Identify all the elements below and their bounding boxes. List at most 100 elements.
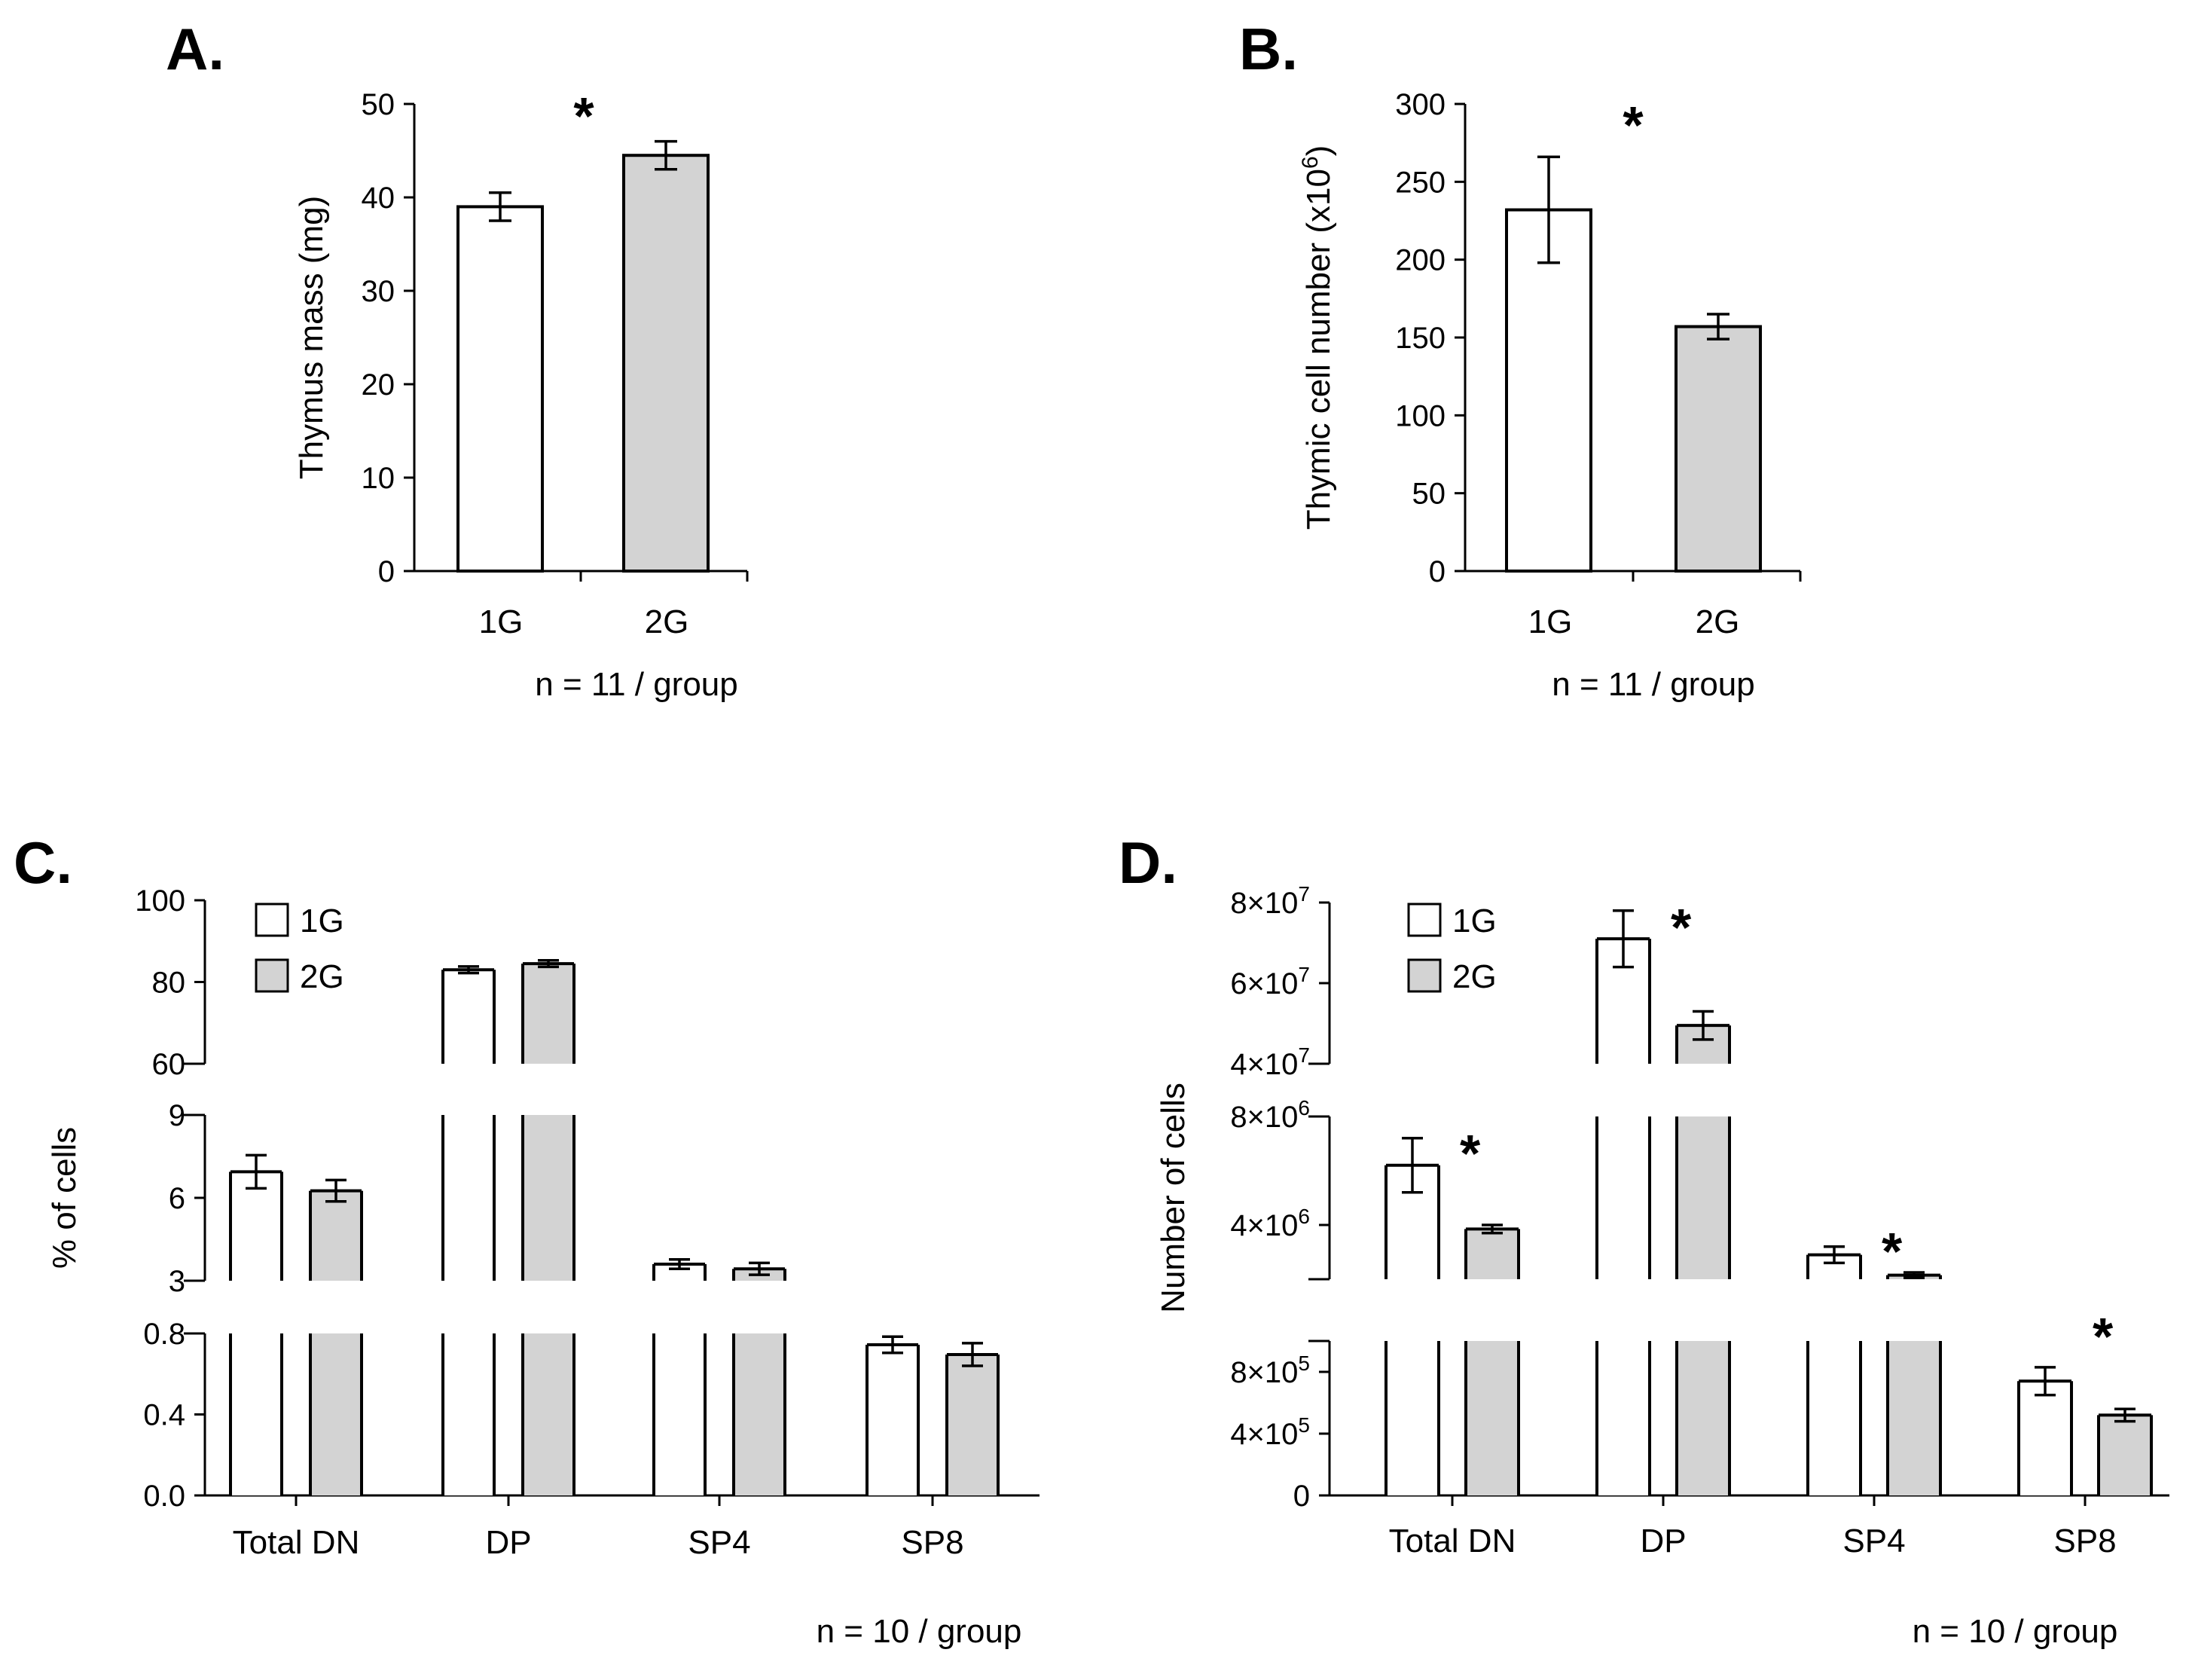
panel-a-cat-1g: 1G bbox=[479, 603, 524, 640]
panel-b-cat-2g: 2G bbox=[1696, 603, 1740, 640]
panel-b-ytick-label: 150 bbox=[1395, 322, 1446, 355]
panel-a-bar-2g bbox=[622, 154, 710, 573]
panel-c-n-note: n = 10 / group bbox=[817, 1613, 1022, 1650]
panel-b-bar-2g bbox=[1675, 325, 1762, 573]
panel-b-significance: * bbox=[1623, 96, 1644, 154]
panel-d-bar-fill bbox=[1677, 1341, 1729, 1495]
panel-d-ytick-label: 8×106 bbox=[1230, 1096, 1310, 1134]
panel-a-bar-1g bbox=[456, 205, 544, 573]
panel-d: D. 04×1058×1054×1068×1064×1076×1078×107 … bbox=[1119, 829, 2169, 1650]
panel-b-label: B. bbox=[1239, 16, 1298, 82]
panel-c-y-label: % of cells bbox=[46, 1127, 83, 1269]
panel-b-bar-1g bbox=[1505, 208, 1592, 573]
panel-a-ytick-label: 50 bbox=[362, 88, 395, 121]
panel-d-cat-total-dn: Total DN bbox=[1389, 1523, 1516, 1559]
panel-c-cat-total-dn: Total DN bbox=[233, 1524, 360, 1561]
panel-d-legend-swatch-2g bbox=[1407, 958, 1442, 993]
panel-c-legend-label-1g: 1G bbox=[300, 903, 344, 939]
panel-c-ytick-label: 0.4 bbox=[143, 1399, 185, 1432]
panel-d-bar-fill bbox=[1597, 1116, 1650, 1279]
panel-c-ytick-label: 100 bbox=[135, 884, 185, 918]
panel-d-legend-swatch-1g bbox=[1407, 903, 1442, 937]
panel-c-ytick-label: 9 bbox=[169, 1099, 185, 1132]
panel-c-bar-fill bbox=[654, 1333, 705, 1495]
panel-b-ytick-label: 100 bbox=[1395, 399, 1446, 432]
panel-c-bar-fill bbox=[230, 1171, 282, 1281]
panel-c-bar-fill bbox=[947, 1354, 998, 1495]
panel-d-ytick-label: 4×106 bbox=[1230, 1205, 1310, 1242]
panel-d-ytick-label: 8×107 bbox=[1230, 882, 1310, 920]
panel-a-ytick-label: 10 bbox=[362, 462, 395, 495]
panel-b-ytick-label: 250 bbox=[1395, 166, 1446, 199]
panel-d-legend-label-2g: 2G bbox=[1452, 958, 1497, 995]
panel-c-bar-fill bbox=[443, 1115, 494, 1281]
panel-a-ytick-label: 30 bbox=[362, 275, 395, 308]
panel-c-cat-dp: DP bbox=[485, 1524, 531, 1561]
panel-d-ytick-label: 0 bbox=[1293, 1480, 1310, 1513]
panel-c-ytick-label: 0.0 bbox=[143, 1480, 185, 1513]
panel-b-ytick-label: 300 bbox=[1395, 88, 1446, 121]
panel-d-cat-sp8: SP8 bbox=[2053, 1523, 2116, 1559]
panel-b-cat-1g: 1G bbox=[1528, 603, 1573, 640]
panel-a-ytick-label: 40 bbox=[362, 182, 395, 215]
panel-a-ytick-label: 0 bbox=[378, 555, 395, 588]
panel-d-ytick-label: 4×107 bbox=[1230, 1043, 1310, 1081]
panel-c-ytick-label: 6 bbox=[169, 1182, 185, 1215]
panel-b-y-label: Thymic cell number (x106) bbox=[1298, 145, 1337, 530]
panel-c-bar-fill bbox=[310, 1333, 362, 1495]
panel-c-bar-fill bbox=[654, 1264, 705, 1281]
panel-d-significance-total-dn: * bbox=[1460, 1124, 1481, 1183]
panel-d-y-label: Number of cells bbox=[1155, 1083, 1192, 1313]
panel-b: B. 0 50 100 150 200 250 300 1G 2G Thymic cell … bbox=[1239, 16, 1802, 703]
panel-c-ytick-label: 80 bbox=[152, 967, 186, 1000]
panel-d-ytick-label: 6×107 bbox=[1230, 963, 1310, 1000]
panel-b-n-note: n = 11 / group bbox=[1552, 666, 1755, 703]
panel-c-bar-fill bbox=[230, 1333, 282, 1495]
panel-c-bar-fill bbox=[443, 970, 494, 1064]
panel-d-bar-fill bbox=[2099, 1415, 2151, 1495]
panel-b-ytick-label: 200 bbox=[1395, 244, 1446, 277]
panel-c-cat-sp8: SP8 bbox=[901, 1524, 963, 1561]
panel-c-bar-fill bbox=[310, 1190, 362, 1281]
panel-d-label: D. bbox=[1119, 829, 1177, 896]
panel-d-legend-label-1g: 1G bbox=[1452, 903, 1497, 939]
panel-c-legend-swatch-1g bbox=[255, 903, 289, 937]
panel-b-ytick-label: 0 bbox=[1429, 555, 1446, 588]
panel-d-significance-sp4: * bbox=[1882, 1222, 1903, 1281]
panel-c-ytick-label: 60 bbox=[152, 1048, 186, 1081]
panel-c-bar-fill bbox=[867, 1345, 918, 1495]
panel-d-bar-fill bbox=[1386, 1341, 1439, 1495]
panel-c-legend-label-2g: 2G bbox=[300, 958, 344, 995]
panel-b-ytick-label: 50 bbox=[1412, 478, 1446, 511]
panel-c-bar-fill bbox=[523, 1333, 574, 1495]
panel-c-bar-fill bbox=[734, 1333, 785, 1495]
panel-c-legend-swatch-2g bbox=[255, 958, 289, 993]
panel-d-bar-fill bbox=[1808, 1341, 1861, 1495]
panel-c-label: C. bbox=[14, 829, 72, 896]
panel-a-label: A. bbox=[166, 16, 224, 82]
panel-c-ytick-label: 3 bbox=[169, 1265, 185, 1298]
panel-a-n-note: n = 11 / group bbox=[535, 666, 738, 703]
panel-a-significance: * bbox=[573, 87, 594, 145]
panel-d-bar-fill bbox=[1597, 1341, 1650, 1495]
panel-d-bar-fill bbox=[1466, 1341, 1519, 1495]
panel-c-cat-sp4: SP4 bbox=[688, 1524, 750, 1561]
panel-d-significance-sp8: * bbox=[2093, 1307, 2114, 1366]
panel-a-ytick-label: 20 bbox=[362, 368, 395, 402]
panel-d-cat-dp: DP bbox=[1640, 1523, 1686, 1559]
panel-c-bar-fill bbox=[523, 1115, 574, 1281]
panel-d-bar-fill bbox=[1466, 1229, 1519, 1279]
panel-c-bar-fill bbox=[523, 964, 574, 1064]
panel-a-cat-2g: 2G bbox=[645, 603, 689, 640]
panel-d-bar-fill bbox=[1677, 1116, 1729, 1279]
panel-d-n-note: n = 10 / group bbox=[1913, 1613, 2118, 1650]
panel-d-significance-dp: * bbox=[1671, 898, 1692, 957]
panel-d-bar-fill bbox=[2019, 1381, 2071, 1495]
panel-c-ytick-label: 0.8 bbox=[143, 1318, 185, 1351]
panel-d-ytick-label: 8×105 bbox=[1230, 1352, 1310, 1389]
panel-d-cat-sp4: SP4 bbox=[1842, 1523, 1905, 1559]
panel-d-bar-fill bbox=[1888, 1341, 1940, 1495]
